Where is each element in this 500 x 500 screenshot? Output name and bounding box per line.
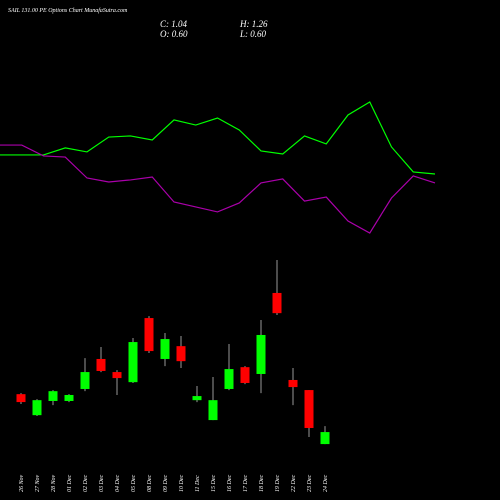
- x-tick-label: 22 Dec: [291, 475, 297, 492]
- x-tick-label: 17 Dec: [243, 475, 249, 492]
- x-tick-label: 19 Dec: [275, 475, 281, 492]
- candle-body: [64, 394, 74, 401]
- candle-body: [256, 334, 266, 374]
- x-tick-label: 26 Nov: [19, 474, 25, 492]
- candle-body: [192, 396, 202, 401]
- open-stat: O: 0.60: [160, 29, 188, 39]
- x-tick-label: 10 Dec: [179, 475, 185, 492]
- x-tick-label: 03 Dec: [99, 475, 105, 492]
- candle-body: [304, 390, 314, 428]
- candle-body: [16, 394, 26, 403]
- close-stat: C: 1.04: [160, 19, 188, 29]
- candle-body: [288, 379, 298, 388]
- candle-body: [176, 346, 186, 362]
- x-tick-label: 16 Dec: [227, 475, 233, 492]
- x-tick-label: 11 Dec: [195, 475, 201, 492]
- x-tick-label: 08 Dec: [147, 475, 153, 492]
- x-tick-label: 01 Dec: [67, 475, 73, 492]
- x-tick-label: 09 Dec: [163, 475, 169, 492]
- candle-body: [208, 400, 218, 421]
- high-stat: H: 1.26: [239, 19, 268, 29]
- candle-body: [48, 391, 58, 401]
- candle-body: [112, 372, 122, 379]
- candle-body: [32, 400, 42, 416]
- low-stat: L: 0.60: [239, 29, 267, 39]
- x-tick-label: 05 Dec: [131, 475, 137, 492]
- candle-body: [128, 342, 138, 383]
- x-tick-label: 28 Nov: [51, 474, 57, 492]
- indicator-line: [0, 144, 436, 234]
- candle-body: [224, 369, 234, 389]
- x-tick-label: 27 Nov: [35, 474, 41, 492]
- x-tick-label: 18 Dec: [259, 475, 265, 492]
- candle-body: [320, 432, 330, 445]
- x-tick-label: 02 Dec: [83, 475, 89, 492]
- x-tick-label: 04 Dec: [114, 475, 121, 492]
- candle-body: [240, 367, 250, 383]
- x-tick-label: 24 Dec: [322, 475, 329, 492]
- candle-body: [160, 339, 170, 359]
- candle-body: [144, 318, 154, 352]
- candle-body: [272, 292, 282, 314]
- chart-title: SAIL 131.00 PE Options Chart MunafaSutra…: [8, 7, 128, 14]
- indicator-line: [0, 101, 436, 175]
- x-tick-label: 15 Dec: [211, 475, 217, 492]
- candle-body: [80, 372, 90, 389]
- candle-body: [96, 358, 106, 371]
- x-tick-label: 23 Dec: [307, 475, 313, 492]
